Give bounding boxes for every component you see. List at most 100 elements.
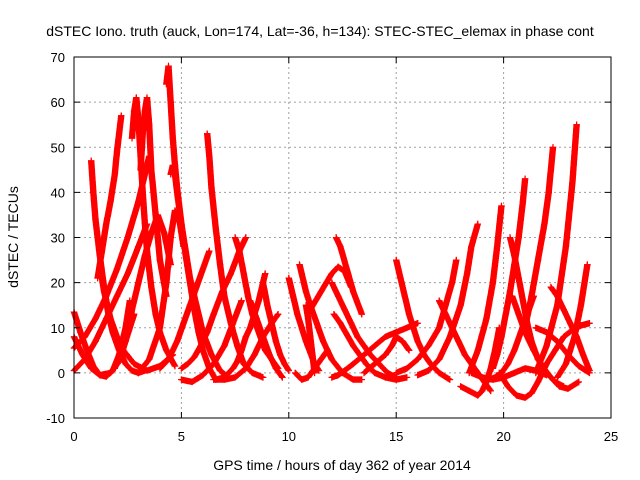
data-point: [161, 229, 168, 237]
x-tick-label: 0: [70, 429, 77, 444]
data-point: [552, 347, 559, 354]
series-22: [259, 279, 292, 374]
data-point: [264, 302, 271, 309]
grid: [74, 57, 611, 418]
data-point: [403, 324, 411, 331]
data-point: [289, 293, 297, 300]
data-point: [216, 367, 224, 374]
data-point: [532, 367, 539, 374]
data-point: [180, 320, 187, 327]
series-33: [393, 256, 454, 383]
data-point: [573, 121, 580, 128]
data-point: [489, 279, 497, 286]
tick-labels: 0 5 10 15 20 25 -10 0 10 20 30 40 50 60 70: [46, 50, 618, 444]
data-point: [564, 385, 572, 392]
data-point: [586, 367, 593, 374]
data-point: [281, 360, 288, 368]
data-point: [414, 356, 421, 363]
data-point: [143, 367, 151, 374]
data-point: [163, 279, 170, 286]
y-axis-label: dSTEC / TECUs: [5, 186, 21, 288]
data-point: [474, 220, 481, 228]
data-point: [528, 390, 535, 397]
data-point: [494, 351, 501, 358]
series-15: [156, 247, 213, 372]
data-point: [266, 351, 273, 358]
data-point: [405, 311, 413, 318]
series-49: [468, 365, 550, 383]
data-point: [130, 108, 138, 115]
data-point: [249, 369, 256, 377]
data-point: [515, 274, 522, 282]
series-48: [554, 261, 591, 381]
data-point: [304, 315, 312, 322]
data-point: [173, 189, 181, 196]
data-point: [225, 369, 232, 377]
data-point: [446, 333, 454, 340]
data-point: [466, 387, 473, 395]
data-point: [210, 360, 217, 368]
data-point: [191, 353, 198, 361]
series-22-trail: [259, 279, 292, 374]
data-point: [545, 189, 552, 196]
data-point: [96, 371, 103, 379]
data-point: [554, 293, 561, 300]
data-point: [234, 358, 241, 365]
data-point: [556, 383, 563, 390]
y-tick-label: 70: [51, 50, 65, 65]
data-point: [414, 338, 421, 345]
data-point: [146, 356, 153, 363]
data-point: [148, 229, 155, 237]
data-point: [358, 311, 365, 318]
data-point: [461, 351, 469, 358]
data-point: [354, 333, 361, 340]
data-point: [328, 356, 335, 363]
data-point: [133, 94, 140, 101]
data-point: [506, 234, 514, 241]
data-point: [135, 117, 142, 124]
data-point: [317, 288, 325, 295]
data-point: [77, 329, 84, 336]
data-point: [221, 293, 228, 300]
data-point: [575, 362, 582, 370]
data-point: [208, 351, 215, 358]
data-point: [118, 112, 125, 119]
data-point: [148, 166, 155, 173]
data-point: [113, 265, 121, 273]
data-point: [139, 130, 146, 137]
data-point: [234, 342, 241, 349]
series-16: [204, 130, 267, 381]
data-point: [242, 234, 249, 241]
data-point: [208, 184, 215, 192]
y-tick-label: 10: [51, 321, 65, 336]
data-point: [534, 378, 542, 386]
data-point: [186, 302, 194, 309]
data-point: [436, 356, 443, 363]
y-tick-label: 50: [51, 140, 65, 155]
data-point: [113, 148, 121, 155]
data-point: [543, 371, 550, 379]
series-32: [360, 333, 413, 377]
data-point: [393, 369, 400, 377]
data-point: [405, 347, 413, 354]
data-point: [448, 279, 456, 286]
data-point: [468, 369, 475, 377]
data-point: [163, 80, 170, 88]
data-point: [240, 270, 247, 277]
data-point: [358, 376, 365, 383]
data-point: [414, 320, 421, 327]
data-point: [337, 243, 344, 250]
data-point: [511, 369, 518, 377]
data-point: [135, 369, 142, 377]
data-point: [483, 315, 490, 322]
data-point: [521, 394, 529, 401]
data-point: [399, 338, 406, 345]
data-point: [122, 329, 129, 336]
data-point: [371, 342, 378, 349]
data-point: [298, 376, 305, 383]
data-point: [107, 369, 114, 377]
data-point: [478, 374, 486, 381]
data-point: [311, 369, 318, 377]
data-point: [320, 338, 327, 345]
data-point: [128, 306, 136, 313]
